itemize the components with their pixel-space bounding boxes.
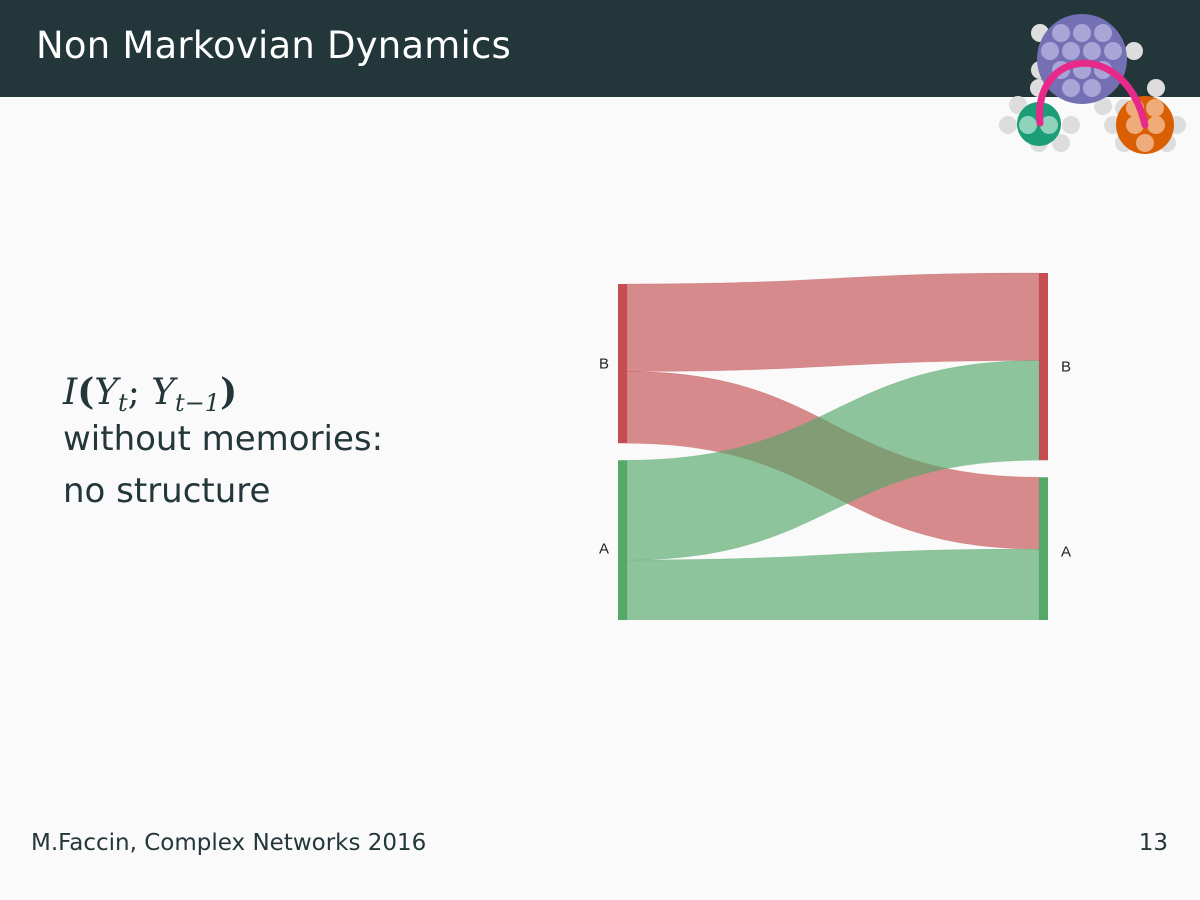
sankey-label-right-a: A: [1061, 544, 1071, 561]
sankey-link-b-to-b: [626, 272, 1040, 372]
sankey-node-left-b: [618, 284, 627, 444]
sankey-label-left-b: B: [599, 356, 609, 373]
slide-title: Non Markovian Dynamics: [36, 24, 511, 67]
sankey-label-left-a: A: [599, 541, 609, 558]
content-text: I(Yt; Yt−1) without memories: no structu…: [63, 371, 384, 517]
page-number: 13: [1138, 830, 1168, 856]
title-bar: Non Markovian Dynamics: [0, 0, 1200, 154]
text-line-1: without memories:: [63, 419, 384, 460]
sankey-diagram: B A B A: [599, 272, 1071, 620]
footer-author: M.Faccin, Complex Networks 2016: [31, 830, 427, 856]
sankey-node-right-a: [1039, 477, 1048, 620]
sankey-link-a-to-a: [626, 548, 1040, 620]
sankey-label-right-b: B: [1061, 359, 1071, 376]
mutual-information-formula: I(Yt; Yt−1): [63, 371, 238, 417]
sankey-node-right-b: [1039, 273, 1048, 461]
sankey-node-left-a: [618, 460, 627, 620]
network-logo-icon: [999, 14, 1186, 154]
text-line-2: no structure: [63, 471, 271, 512]
